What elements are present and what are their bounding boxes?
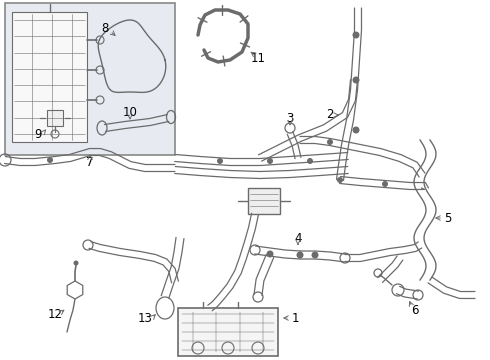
Text: 10: 10 [122, 105, 137, 118]
Circle shape [267, 158, 273, 164]
Circle shape [352, 31, 360, 39]
Bar [178, 308, 278, 356]
Circle shape [382, 181, 388, 187]
Circle shape [307, 158, 313, 164]
Circle shape [352, 77, 360, 84]
Circle shape [74, 261, 78, 266]
Text: 13: 13 [138, 311, 152, 324]
Circle shape [327, 139, 333, 145]
Text: 4: 4 [294, 231, 302, 244]
Circle shape [47, 157, 53, 163]
Text: 11: 11 [250, 51, 266, 64]
Text: 8: 8 [101, 22, 109, 35]
Text: 12: 12 [48, 309, 63, 321]
Text: 1: 1 [291, 311, 299, 324]
Text: 6: 6 [411, 303, 419, 316]
Circle shape [312, 252, 318, 258]
Circle shape [267, 251, 273, 257]
Circle shape [296, 252, 303, 258]
Text: 9: 9 [34, 129, 42, 141]
Text: 3: 3 [286, 112, 294, 125]
Text: 2: 2 [326, 108, 334, 122]
Bar [248, 188, 280, 214]
Circle shape [352, 126, 360, 134]
Text: 5: 5 [444, 211, 452, 225]
Text: 7: 7 [86, 156, 94, 168]
Bar [5, 3, 175, 155]
Circle shape [217, 158, 223, 164]
Circle shape [337, 177, 343, 183]
Bar [12, 12, 87, 142]
Bar [47, 110, 63, 126]
